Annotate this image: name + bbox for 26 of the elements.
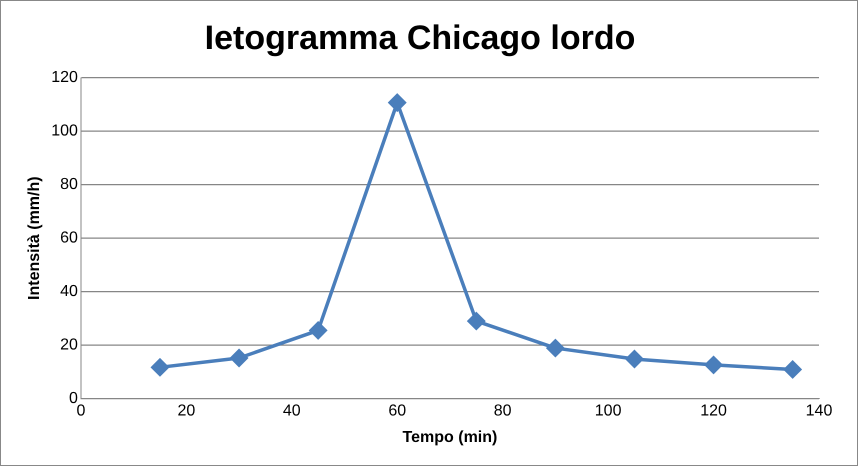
x-tick-label: 120 xyxy=(700,402,727,420)
y-tick-label: 60 xyxy=(60,230,78,247)
x-tick-label: 80 xyxy=(494,402,512,420)
point xyxy=(388,94,406,112)
y-tick-label: 120 xyxy=(51,69,78,86)
y-tick-label: 20 xyxy=(60,336,78,354)
point xyxy=(309,322,327,340)
point xyxy=(151,358,169,376)
x-tick-label: 60 xyxy=(388,402,406,420)
x-axis-title: Tempo (min) xyxy=(402,428,498,446)
chart-title: Ietogramma Chicago lordo xyxy=(204,18,636,57)
point xyxy=(704,356,722,374)
y-tick-label: 40 xyxy=(60,283,78,300)
point xyxy=(230,349,248,367)
x-tick-label: 20 xyxy=(177,402,196,420)
point xyxy=(626,350,644,368)
point xyxy=(546,339,564,357)
y-tick-label: 0 xyxy=(68,390,78,408)
x-tick-label: 100 xyxy=(594,402,622,420)
y-tick-label: 80 xyxy=(60,176,78,194)
y-tick-label: 100 xyxy=(51,122,78,140)
x-tick-label: 140 xyxy=(806,402,832,420)
point xyxy=(468,312,486,330)
point xyxy=(784,360,802,378)
y-axis-title: Intensità (mm/h) xyxy=(26,176,44,300)
x-tick-label: 40 xyxy=(282,402,301,420)
